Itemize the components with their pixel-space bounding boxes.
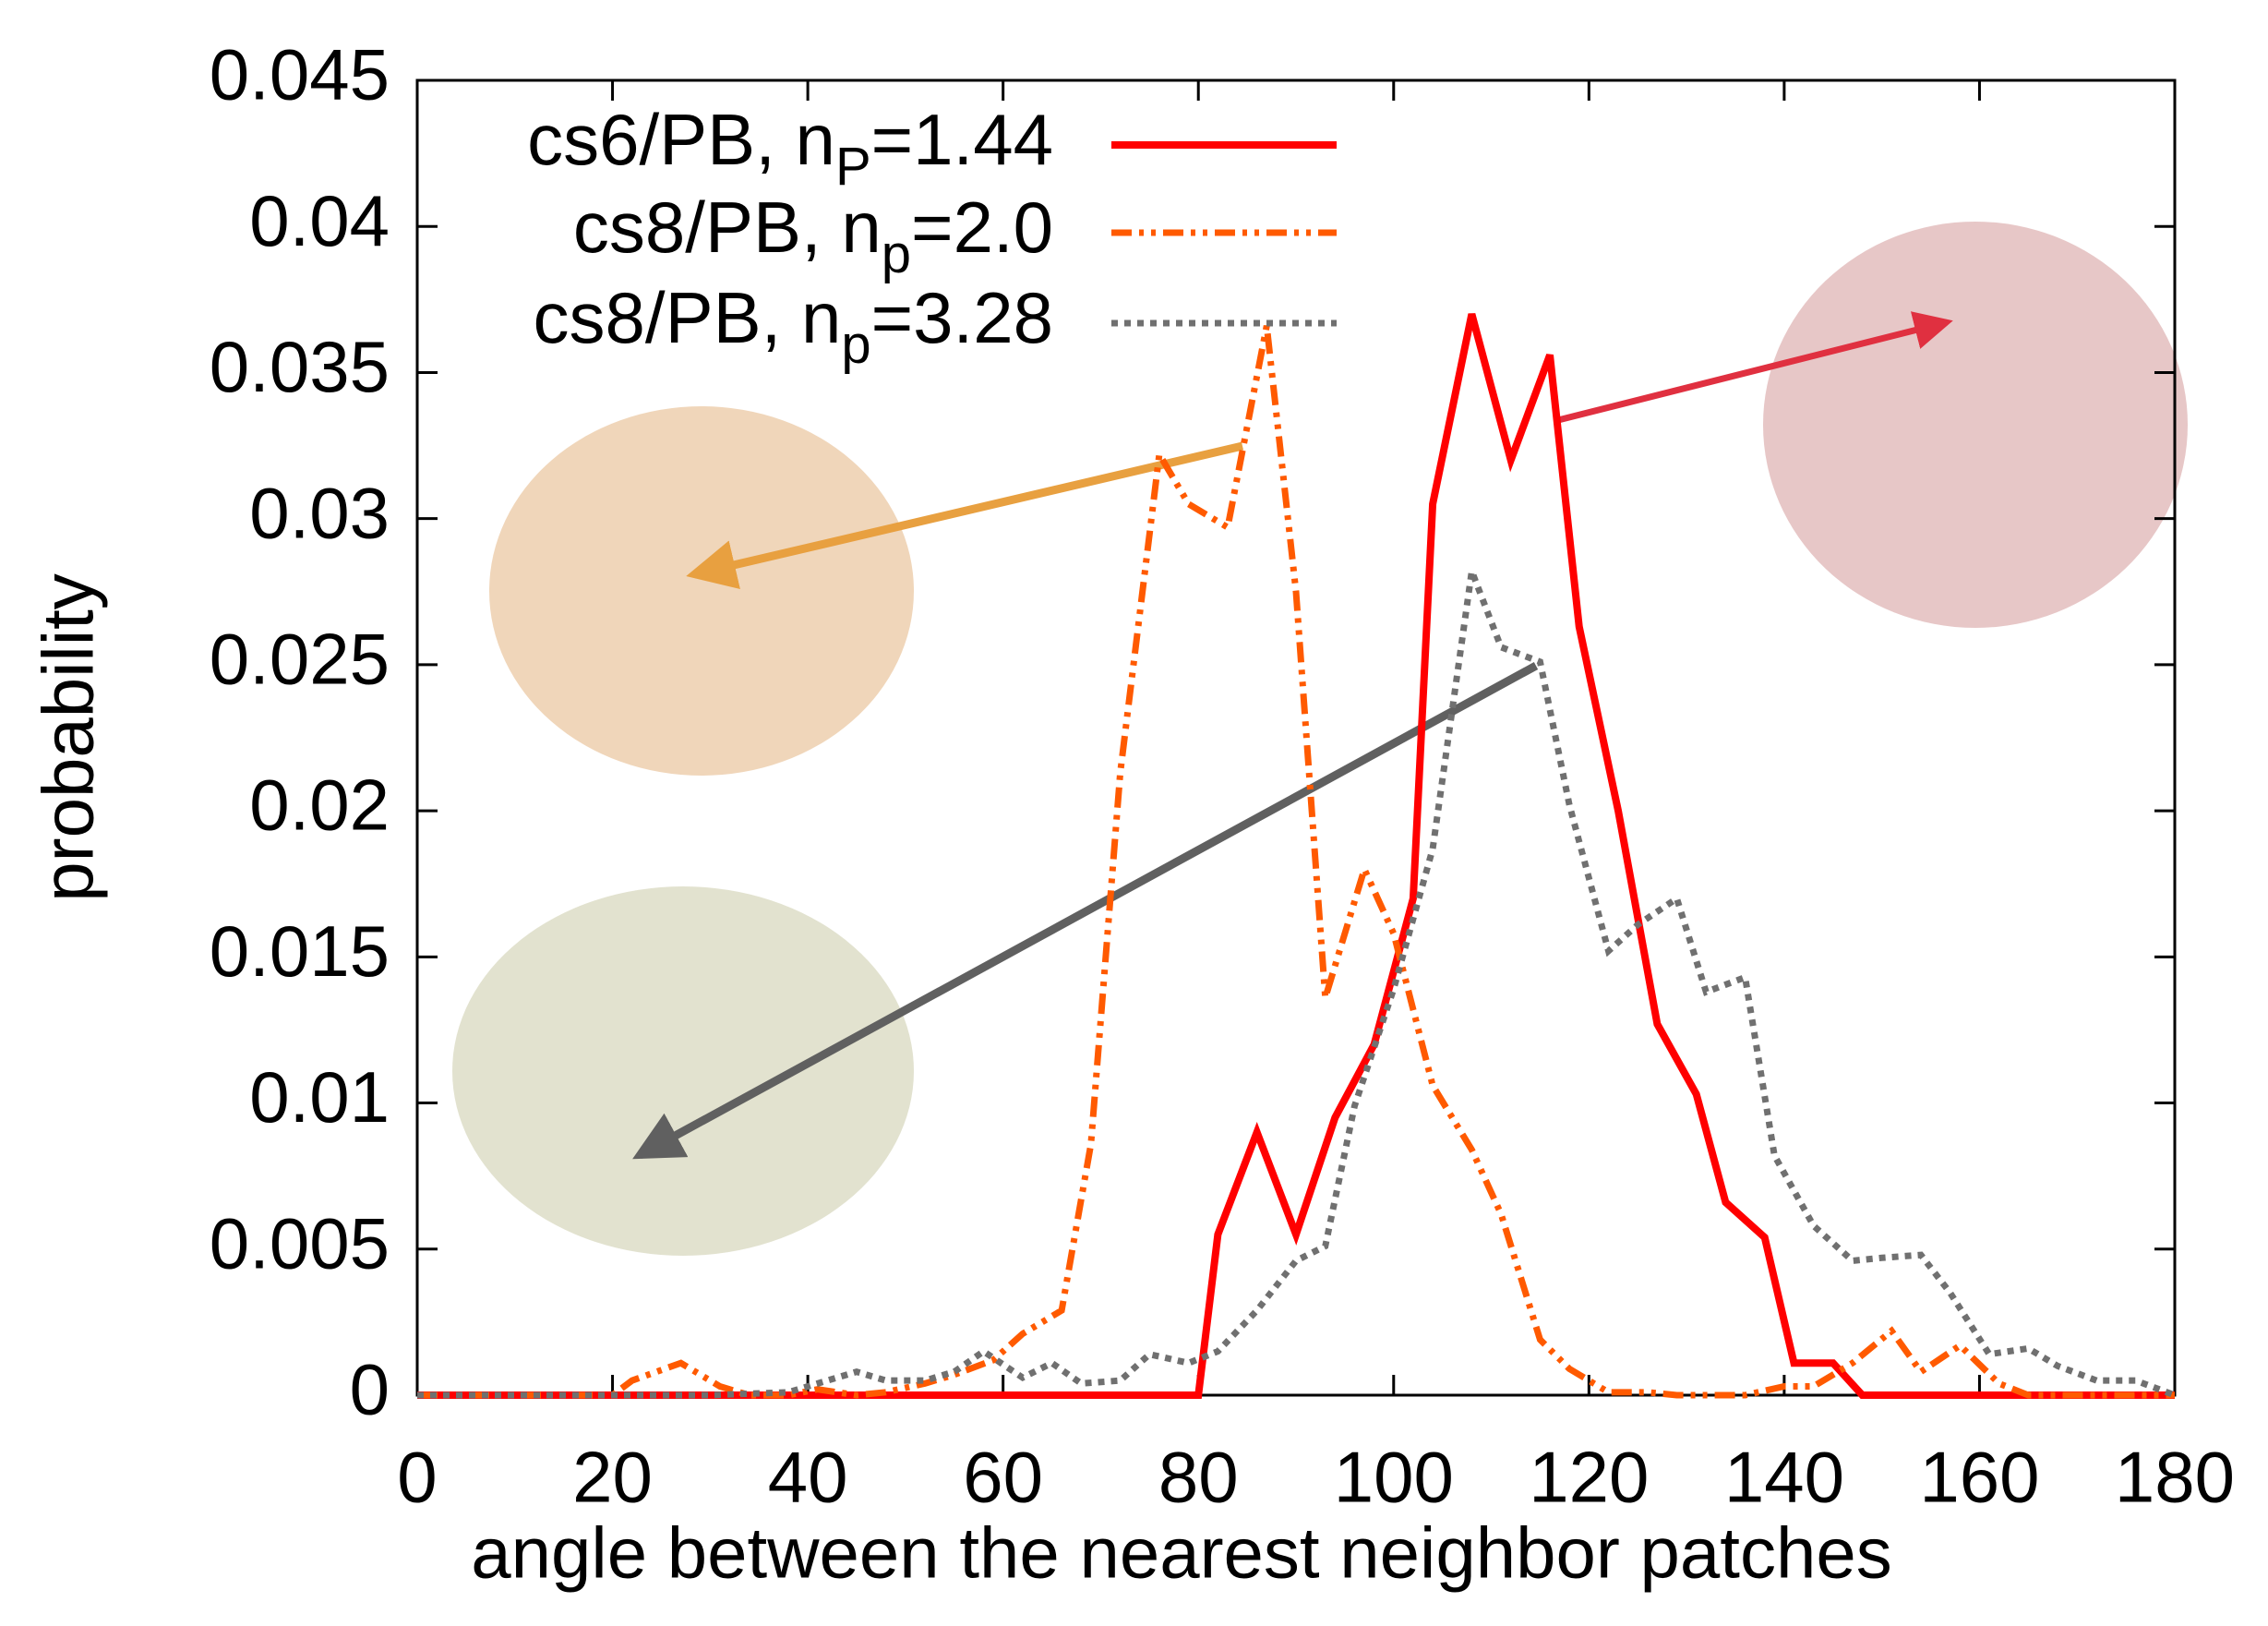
y-tick-label: 0.03 <box>249 472 390 553</box>
arrow <box>1554 311 1953 425</box>
data-line <box>417 325 2175 1399</box>
legend-label: cs8/PB, np=3.28 <box>534 277 1053 376</box>
annotations <box>452 222 2188 1256</box>
y-tick-label: 0.035 <box>210 326 390 407</box>
plot-frame <box>415 78 2177 1397</box>
x-axis-label: angle between the nearest neighbor patch… <box>471 1512 1891 1594</box>
x-tick-label: 100 <box>1334 1437 1454 1518</box>
legend-label: cs8/PB, np=2.0 <box>573 187 1053 285</box>
legend-label: cs6/PB, nP=1.44 <box>527 99 1053 198</box>
x-tick-label: 80 <box>1158 1437 1239 1518</box>
inset-image <box>489 406 914 776</box>
x-tick-label: 60 <box>963 1437 1043 1518</box>
y-tick-label: 0.01 <box>249 1056 390 1138</box>
x-tick-label: 120 <box>1529 1437 1649 1518</box>
y-axis-label: probability <box>28 573 109 902</box>
y-tick-label: 0.015 <box>210 910 390 992</box>
x-tick-label: 0 <box>397 1437 437 1518</box>
data-line <box>417 313 2175 1399</box>
inset-image <box>1763 222 2188 628</box>
x-tick-label: 140 <box>1724 1437 1844 1518</box>
x-tick-label: 160 <box>1919 1437 2039 1518</box>
y-tick-label: 0.005 <box>210 1202 390 1283</box>
y-tick-label: 0 <box>350 1349 390 1430</box>
x-tick-label: 180 <box>2115 1437 2235 1518</box>
y-tick-label: 0.04 <box>249 180 390 261</box>
x-tick-label: 40 <box>768 1437 848 1518</box>
data-line <box>417 558 2177 1399</box>
y-tick-label: 0.025 <box>210 618 390 699</box>
x-tick-label: 20 <box>572 1437 653 1518</box>
inset-image <box>452 886 914 1256</box>
arrow <box>686 441 1244 590</box>
y-tick-label: 0.045 <box>210 34 390 115</box>
arrow <box>632 662 1539 1160</box>
y-tick-label: 0.02 <box>249 765 390 846</box>
